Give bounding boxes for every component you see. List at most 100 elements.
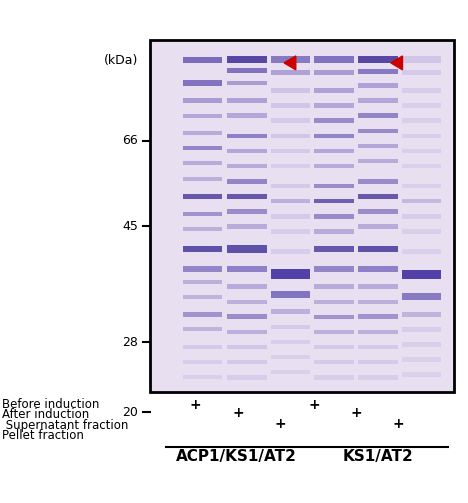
Bar	[271, 56, 310, 63]
Bar	[314, 300, 354, 304]
Bar	[183, 99, 222, 103]
Bar	[271, 149, 310, 153]
Bar	[402, 249, 441, 254]
Bar	[227, 314, 267, 319]
Bar	[358, 314, 398, 319]
Text: 66: 66	[122, 134, 138, 147]
Bar	[227, 179, 267, 184]
Bar	[314, 229, 354, 233]
Bar	[183, 360, 222, 364]
Text: +: +	[351, 406, 362, 421]
Bar	[314, 246, 354, 253]
Bar	[402, 229, 441, 233]
Bar	[402, 214, 441, 218]
Bar	[271, 70, 310, 75]
Bar	[358, 224, 398, 228]
Bar	[183, 327, 222, 331]
Bar	[358, 83, 398, 88]
Text: +: +	[275, 416, 286, 431]
Bar	[314, 330, 354, 334]
Bar	[402, 164, 441, 168]
Bar	[358, 375, 398, 380]
Bar	[183, 131, 222, 135]
Bar	[227, 330, 267, 334]
Bar	[227, 345, 267, 350]
Bar	[227, 209, 267, 214]
Bar	[314, 56, 354, 63]
Bar	[402, 104, 441, 108]
Bar	[314, 184, 354, 189]
Bar	[402, 327, 441, 332]
Bar	[358, 144, 398, 148]
Text: (kDa): (kDa)	[104, 54, 138, 67]
Bar	[358, 179, 398, 184]
Bar	[402, 134, 441, 138]
Bar	[402, 293, 441, 300]
Text: After induction: After induction	[2, 408, 89, 422]
Bar	[271, 199, 310, 204]
Text: +: +	[190, 398, 201, 412]
Bar	[227, 245, 267, 253]
Text: Pellet fraction: Pellet fraction	[2, 429, 84, 442]
Bar	[314, 134, 354, 138]
Bar	[402, 149, 441, 153]
Bar	[271, 249, 310, 254]
Bar	[314, 104, 354, 108]
Text: 20: 20	[122, 406, 138, 419]
Bar	[271, 229, 310, 233]
Bar	[271, 355, 310, 360]
Bar	[271, 325, 310, 329]
Bar	[358, 56, 398, 63]
Bar	[271, 214, 310, 218]
Bar	[314, 164, 354, 168]
Text: KS1/AT2: KS1/AT2	[343, 449, 414, 464]
Text: +: +	[309, 398, 320, 412]
Bar	[358, 360, 398, 364]
Bar	[314, 315, 354, 319]
Bar	[402, 270, 441, 279]
Bar	[314, 285, 354, 289]
Bar	[271, 134, 310, 138]
Bar	[183, 194, 222, 199]
Bar	[402, 357, 441, 362]
Bar	[358, 266, 398, 273]
Bar	[402, 56, 441, 63]
Bar	[271, 104, 310, 108]
Bar	[183, 80, 222, 86]
Bar	[227, 134, 267, 138]
Bar	[227, 114, 267, 118]
Polygon shape	[391, 56, 402, 70]
Bar	[227, 81, 267, 85]
Bar	[314, 199, 354, 204]
Bar	[271, 164, 310, 168]
Bar	[271, 184, 310, 189]
Bar	[271, 309, 310, 314]
Text: +: +	[233, 406, 244, 421]
Text: 45: 45	[122, 220, 138, 233]
Bar	[314, 214, 354, 218]
Text: ACP1/KS1/AT2: ACP1/KS1/AT2	[176, 449, 297, 464]
Bar	[271, 89, 310, 93]
Bar	[227, 68, 267, 73]
Bar	[183, 312, 222, 317]
Bar	[402, 312, 441, 317]
Bar	[227, 375, 267, 380]
Bar	[227, 360, 267, 364]
Bar	[271, 291, 310, 298]
Bar	[271, 119, 310, 123]
Bar	[271, 340, 310, 344]
Bar	[358, 209, 398, 214]
Bar	[358, 114, 398, 118]
Bar	[227, 164, 267, 168]
Bar	[183, 227, 222, 231]
Bar	[227, 56, 267, 63]
Bar	[183, 280, 222, 284]
Bar	[183, 177, 222, 181]
Bar	[358, 284, 398, 289]
Bar	[314, 89, 354, 93]
Bar	[227, 149, 267, 153]
Bar	[402, 199, 441, 204]
Bar	[402, 119, 441, 123]
Bar	[183, 212, 222, 216]
Bar	[227, 266, 267, 273]
